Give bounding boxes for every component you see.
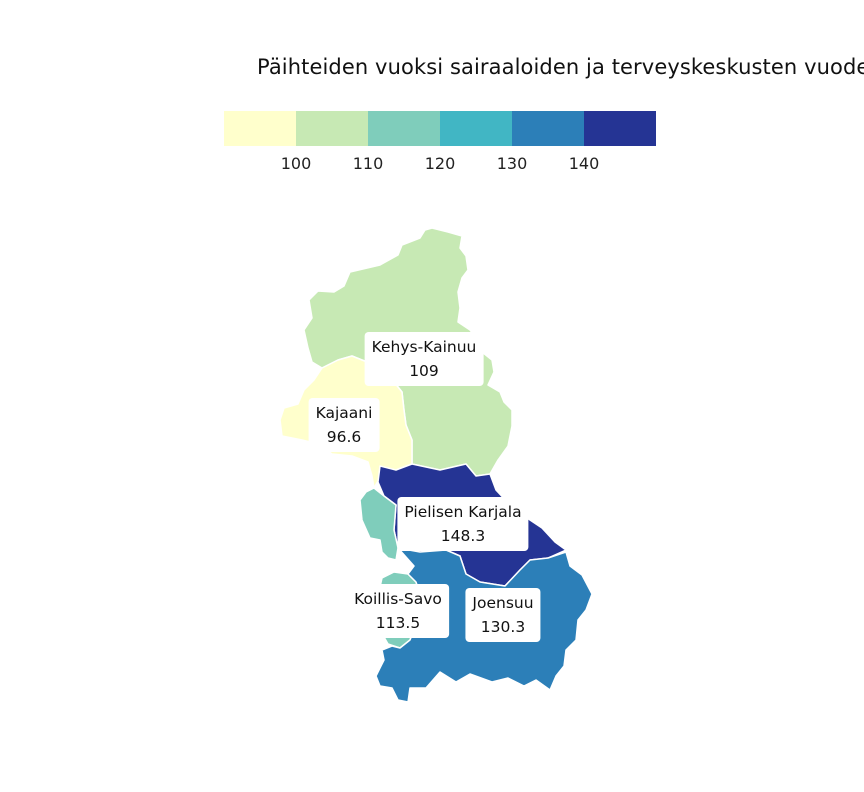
- map-title: Päihteiden vuoksi sairaaloiden ja tervey…: [257, 55, 864, 79]
- region-value: 113.5: [375, 614, 421, 632]
- region-value: 130.3: [480, 618, 526, 636]
- legend-tick-110: 110: [352, 154, 384, 173]
- region-value: 96.6: [326, 428, 362, 446]
- legend-tick-100: 100: [280, 154, 312, 173]
- region-label-koillis-savo: Koillis-Savo 113.5: [347, 584, 449, 638]
- region-name: Kehys-Kainuu: [371, 338, 477, 356]
- legend-tick-120: 120: [424, 154, 456, 173]
- legend-swatch-4: [440, 111, 512, 146]
- legend-swatch-6: [584, 111, 656, 146]
- region-value: 109: [409, 362, 439, 380]
- region-label-pielisen-karjala: Pielisen Karjala 148.3: [397, 497, 529, 551]
- legend-swatch-3: [368, 111, 440, 146]
- legend-swatch-5: [512, 111, 584, 146]
- color-legend: [224, 111, 656, 146]
- region-label-kehys-kainuu: Kehys-Kainuu 109: [364, 332, 484, 386]
- legend-tick-130: 130: [496, 154, 528, 173]
- region-value: 148.3: [440, 527, 486, 545]
- region-label-kajaani: Kajaani 96.6: [308, 398, 380, 452]
- region-label-joensuu: Joensuu 130.3: [465, 588, 541, 642]
- region-name: Joensuu: [472, 594, 534, 612]
- region-name: Kajaani: [315, 404, 373, 422]
- region-name: Koillis-Savo: [354, 590, 442, 608]
- legend-swatch-2: [296, 111, 368, 146]
- region-name: Pielisen Karjala: [404, 503, 522, 521]
- legend-swatch-1: [224, 111, 296, 146]
- legend-tick-140: 140: [568, 154, 600, 173]
